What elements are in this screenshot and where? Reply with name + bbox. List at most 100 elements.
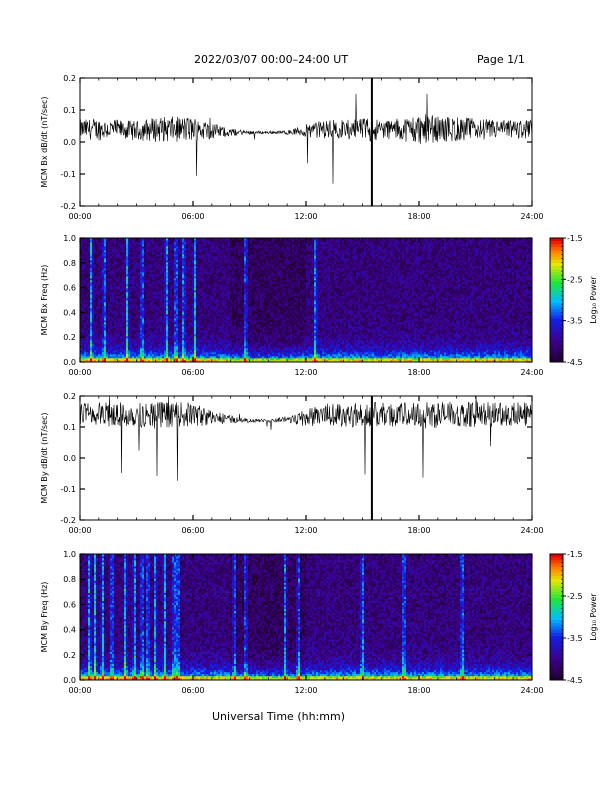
heatmap-cell: [174, 240, 177, 243]
heatmap-cell: [146, 288, 149, 291]
heatmap-cell: [228, 272, 231, 275]
heatmap-cell: [212, 326, 215, 329]
heatmap-cell: [100, 336, 103, 339]
heatmap-cell: [124, 302, 127, 305]
heatmap-cell: [220, 270, 223, 273]
heatmap-cell: [200, 288, 203, 291]
heatmap-cell: [170, 336, 173, 339]
heatmap-cell: [192, 318, 195, 321]
heatmap-cell: [122, 358, 125, 361]
heatmap-cell: [228, 304, 231, 307]
heatmap-cell: [148, 254, 151, 257]
heatmap-cell: [116, 324, 119, 327]
heatmap-cell: [160, 314, 163, 317]
heatmap-cell: [214, 316, 217, 319]
heatmap-cell: [144, 276, 147, 279]
heatmap-cell: [140, 258, 143, 261]
heatmap-cell: [212, 250, 215, 253]
heatmap-cell: [198, 314, 201, 317]
heatmap-cell: [184, 358, 187, 361]
heatmap-cell: [80, 274, 83, 277]
heatmap-cell: [118, 314, 121, 317]
heatmap-cell: [234, 318, 237, 321]
heatmap-cell: [104, 252, 107, 255]
heatmap-cell: [232, 286, 235, 289]
heatmap-cell: [140, 358, 143, 361]
heatmap-cell: [168, 282, 171, 285]
heatmap-cell: [164, 256, 167, 259]
heatmap-cell: [88, 294, 91, 297]
heatmap-cell: [142, 314, 145, 317]
heatmap-cell: [126, 272, 129, 275]
heatmap-cell: [190, 350, 193, 353]
heatmap-cell: [214, 238, 217, 241]
heatmap-cell: [144, 254, 147, 257]
heatmap-cell: [212, 304, 215, 307]
heatmap-cell: [168, 328, 171, 331]
heatmap-cell: [184, 312, 187, 315]
heatmap-cell: [176, 322, 179, 325]
heatmap-cell: [80, 310, 83, 313]
heatmap-cell: [236, 298, 239, 301]
heatmap-cell: [136, 280, 139, 283]
heatmap-cell: [212, 338, 215, 341]
heatmap-cell: [212, 332, 215, 335]
heatmap-cell: [124, 276, 127, 279]
heatmap-cell: [192, 312, 195, 315]
heatmap-cell: [86, 278, 89, 281]
heatmap-cell: [124, 304, 127, 307]
heatmap-cell: [146, 264, 149, 267]
heatmap-cell: [174, 250, 177, 253]
heatmap-cell: [214, 276, 217, 279]
heatmap-cell: [224, 264, 227, 267]
heatmap-cell: [194, 298, 197, 301]
heatmap-cell: [168, 248, 171, 251]
heatmap-cell: [162, 350, 165, 353]
heatmap-cell: [136, 324, 139, 327]
heatmap-cell: [186, 272, 189, 275]
heatmap-cell: [94, 288, 97, 291]
heatmap-cell: [84, 260, 87, 263]
heatmap-cell: [82, 260, 85, 263]
heatmap-cell: [144, 256, 147, 259]
heatmap-cell: [186, 358, 189, 361]
heatmap-cell: [226, 266, 229, 269]
heatmap-cell: [190, 242, 193, 245]
heatmap-cell: [222, 266, 225, 269]
heatmap-cell: [208, 330, 211, 333]
heatmap-cell: [162, 282, 165, 285]
heatmap-cell: [120, 304, 123, 307]
heatmap-cell: [188, 266, 191, 269]
heatmap-cell: [184, 284, 187, 287]
heatmap-cell: [228, 310, 231, 313]
heatmap-cell: [174, 338, 177, 341]
heatmap-cell: [126, 324, 129, 327]
heatmap-cell: [102, 302, 105, 305]
heatmap-cell: [108, 358, 111, 361]
heatmap-cell: [122, 336, 125, 339]
heatmap-cell: [182, 332, 185, 335]
heatmap-cell: [226, 304, 229, 307]
heatmap-cell: [134, 308, 137, 311]
heatmap-cell: [214, 358, 217, 361]
heatmap-cell: [164, 328, 167, 331]
heatmap-cell: [230, 260, 233, 263]
heatmap-cell: [112, 356, 115, 359]
heatmap-cell: [200, 284, 203, 287]
heatmap-cell: [82, 298, 85, 301]
heatmap-cell: [206, 310, 209, 313]
heatmap-cell: [116, 252, 119, 255]
heatmap-cell: [174, 274, 177, 277]
heatmap-cell: [200, 278, 203, 281]
heatmap-cell: [122, 262, 125, 265]
heatmap-cell: [156, 256, 159, 259]
heatmap-cell: [106, 298, 109, 301]
heatmap-cell: [106, 242, 109, 245]
heatmap-cell: [202, 346, 205, 349]
heatmap-cell: [182, 260, 185, 263]
heatmap-cell: [108, 306, 111, 309]
heatmap-cell: [214, 336, 217, 339]
heatmap-cell: [174, 314, 177, 317]
heatmap-cell: [168, 262, 171, 265]
heatmap-cell: [228, 342, 231, 345]
